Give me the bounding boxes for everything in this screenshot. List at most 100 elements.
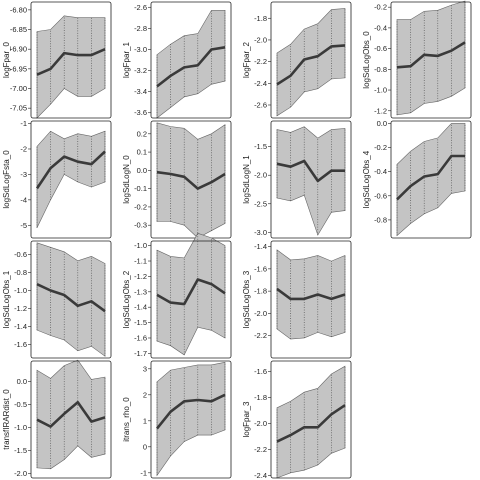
panel-frame: [150, 360, 232, 479]
y-tick-label: -1.0: [374, 86, 387, 95]
mean-line: [276, 159, 345, 183]
y-tick-label: -2.0: [254, 35, 267, 44]
y-axis-label: logSdLogObs_0: [362, 31, 371, 89]
y-tick-label: -1.2: [14, 304, 27, 313]
y-axis-label: logSdLogN_1: [242, 155, 251, 204]
y-tick-label: -0.2: [374, 3, 387, 12]
y-tick-label: -2.0: [254, 419, 267, 428]
mean-line: [156, 170, 226, 190]
y-tick-label: -1.4: [14, 322, 27, 331]
panel-logFpar_0: -7.05 -7.00 -6.95 -6.90 -6.85 -6.80 logFpar_0: [2, 1, 112, 119]
y-tick-label: -0.6: [374, 44, 387, 53]
panel-frame: [270, 1, 352, 119]
y-tick-label: -3.0: [134, 45, 147, 54]
confidence-band: [276, 365, 346, 479]
y-axis-label: transfIRARdist_0: [2, 389, 11, 450]
mean-line: [396, 154, 465, 201]
panel-frame: [30, 1, 112, 119]
y-tick-label: -3.0: [254, 228, 267, 237]
confidence-band: [276, 126, 346, 236]
panel-frame: [30, 360, 112, 479]
y-tick-label: 0.0: [137, 166, 147, 175]
y-tick-label: -1.5: [134, 318, 147, 327]
y-tick-label: -0.4: [374, 167, 387, 176]
y-tick-label: -6.80: [10, 5, 27, 14]
panel-frame: [270, 120, 352, 239]
y-tick-label: -2.5: [254, 199, 267, 208]
panel-logFpar_1: -3.6 -3.4 -3.2 -3.0 -2.8 -2.6 logFpar_1: [122, 1, 232, 119]
y-tick-label: -1.6: [134, 333, 147, 342]
panel-frame: [390, 120, 472, 239]
y-tick-label: -2.2: [254, 57, 267, 66]
y-tick-label: -2.0: [254, 171, 267, 180]
panel-frame: [270, 360, 352, 479]
y-tick-label: -0.2: [134, 202, 147, 211]
mean-line: [156, 46, 226, 88]
y-axis-label: logSdLogN_0: [122, 155, 131, 204]
y-axis-label: logSdLogObs_3: [242, 270, 251, 328]
y-tick-label: 1: [143, 416, 147, 425]
y-tick-label: -1.5: [14, 446, 27, 455]
y-tick-label: 0.1: [137, 148, 147, 157]
confidence-band: [156, 361, 226, 477]
y-tick-label: -3.2: [134, 66, 147, 75]
y-tick-label: -2: [20, 144, 27, 153]
y-tick-label: -3.4: [134, 87, 147, 96]
y-axis-label: logFpar_2: [242, 41, 251, 78]
y-tick-label: -0.1: [134, 184, 147, 193]
panel-logSdLogN_0: -0.3 -0.2 -0.1 0.0 0.1 0.2 logSdLogN_0: [122, 120, 232, 239]
y-tick-label: -2.4: [254, 471, 267, 480]
y-tick-label: -1.4: [134, 303, 147, 312]
y-tick-label: -1.8: [254, 393, 267, 402]
mean-line: [276, 287, 346, 301]
y-tick-label: -0.3: [134, 221, 147, 230]
y-tick-label: -1.3: [134, 287, 147, 296]
y-tick-label: 2: [143, 390, 147, 399]
mean-line: [396, 41, 466, 69]
confidence-band: [36, 130, 106, 228]
panel-frame: [30, 120, 112, 239]
y-tick-label: -2.6: [254, 100, 267, 109]
y-axis-label: logFpar_3: [242, 401, 251, 438]
confidence-band: [276, 8, 346, 117]
panel-logSdLogFsta_0: -5 -4 -3 -2 -1 logSdLogFsta_0: [2, 119, 112, 239]
y-tick-label: -4: [20, 195, 27, 204]
y-tick-label: -1.2: [374, 106, 387, 115]
panel-frame: [150, 1, 232, 119]
mean-line: [156, 278, 226, 306]
confidence-band: [36, 359, 106, 470]
y-tick-label: -1.0: [134, 241, 147, 250]
y-tick-label: 0: [143, 442, 147, 451]
y-tick-label: -6.95: [10, 64, 27, 73]
mean-line: [276, 44, 346, 86]
mean-line: [36, 283, 106, 313]
y-axis-label: itrans_rho_0: [122, 397, 131, 442]
y-tick-label: -1.8: [254, 14, 267, 23]
y-tick-label: -1: [140, 468, 147, 477]
y-tick-label: -2.4: [254, 79, 267, 88]
y-axis-label: logSdLogFsta_0: [2, 150, 11, 209]
panel-logSdLogObs_1: -1.6 -1.4 -1.2 -1.0 -0.8 -0.6 logSdLogObs_1: [2, 240, 112, 359]
y-axis-label: logFpar_1: [122, 41, 131, 78]
y-tick-label: -1.2: [134, 272, 147, 281]
y-tick-label: -7.00: [10, 84, 27, 93]
y-tick-label: -1.5: [254, 142, 267, 151]
confidence-band: [156, 10, 226, 119]
y-tick-label: -0.8: [14, 268, 27, 277]
y-tick-label: -1.8: [254, 287, 267, 296]
panel-logSdLogObs_2: -1.7 -1.6 -1.5 -1.4 -1.3 -1.2 -1.1 -1.0 logSdLog…: [122, 232, 232, 359]
y-axis-label: logSdLogObs_4: [362, 150, 371, 208]
y-tick-label: 3: [143, 364, 147, 373]
y-tick-label: -0.6: [374, 191, 387, 200]
y-tick-label: -3: [20, 170, 27, 179]
panel-logFpar_2: -2.6 -2.4 -2.2 -2.0 -1.8 logFpar_2: [242, 1, 352, 119]
y-tick-label: -2.2: [254, 445, 267, 454]
y-tick-label: -1.4: [254, 242, 267, 251]
panel-logSdLogObs_0: -1.2 -1.0 -0.8 -0.6 -0.4 -0.2 logSdLogObs_0: [362, 0, 472, 119]
y-tick-label: -0.2: [374, 143, 387, 152]
y-tick-label: -2.2: [254, 331, 267, 340]
mean-line: [276, 404, 346, 443]
y-tick-label: -0.8: [374, 215, 387, 224]
